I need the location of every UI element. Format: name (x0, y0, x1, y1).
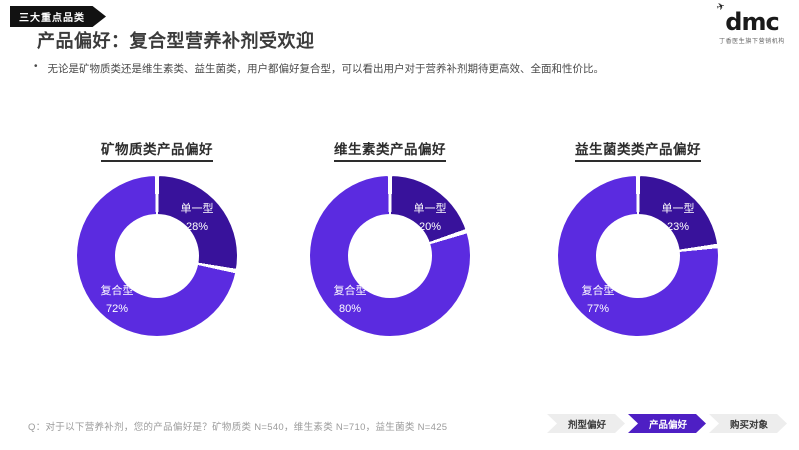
section-nav-tabs: 剂型偏好 产品偏好 购买对象 (547, 414, 787, 433)
insight-bullet-text: 无论是矿物质类还是维生素类、益生菌类，用户都偏好复合型，可以看出用户对于营养补剂… (47, 63, 605, 75)
donut-chart-minerals: 单一型 28% 复合型 72% (77, 176, 237, 336)
section-tag-label: 三大重点品类 (19, 13, 85, 24)
donut-hole (596, 214, 680, 298)
section-tag-ribbon: 三大重点品类 (10, 6, 106, 27)
slice-label-single: 单一型 20% (413, 203, 447, 233)
donut-chart-probiotics: 单一型 23% 复合型 77% (558, 176, 718, 336)
slice-label-compound: 复合型 72% (100, 285, 134, 315)
brand-tagline: 丁香医生旗下营销机构 (718, 39, 785, 45)
chart-minerals: 矿物质类产品偏好 单一型 28% 复合型 72% (47, 138, 267, 336)
tab-purchase-target[interactable]: 购买对象 (709, 414, 787, 433)
chart-vitamins: 维生素类产品偏好 单一型 20% 复合型 80% (280, 138, 500, 336)
tab-dosage-preference[interactable]: 剂型偏好 (547, 414, 625, 433)
brand-logo-text: ✈ dmc (715, 1, 779, 36)
slice-label-compound: 复合型 80% (333, 285, 367, 315)
brand-logo: ✈ dmc 丁香医生旗下营销机构 (715, 1, 785, 45)
chart-title-vitamins: 维生素类产品偏好 (334, 138, 446, 162)
page-title: 产品偏好：复合型营养补剂受欢迎 (37, 31, 315, 51)
slice-label-single: 单一型 23% (661, 203, 695, 233)
tab-product-preference[interactable]: 产品偏好 (628, 414, 706, 433)
donut-chart-vitamins: 单一型 20% 复合型 80% (310, 176, 470, 336)
chart-title-probiotics: 益生菌类类产品偏好 (575, 138, 701, 162)
donut-hole (348, 214, 432, 298)
chart-title-minerals: 矿物质类产品偏好 (101, 138, 213, 162)
paper-plane-icon: ✈ (715, 1, 726, 14)
slice-label-compound: 复合型 77% (581, 285, 615, 315)
chart-probiotics: 益生菌类类产品偏好 单一型 23% 复合型 77% (528, 138, 748, 336)
slice-label-single: 单一型 28% (180, 203, 214, 233)
survey-question-note: Q：对于以下营养补剂，您的产品偏好是？矿物质类 N=540，维生素类 N=710… (28, 422, 448, 433)
donut-hole (115, 214, 199, 298)
bullet-marker: • (34, 61, 38, 72)
insight-bullet: • 无论是矿物质类还是维生素类、益生菌类，用户都偏好复合型，可以看出用户对于营养… (34, 61, 764, 76)
